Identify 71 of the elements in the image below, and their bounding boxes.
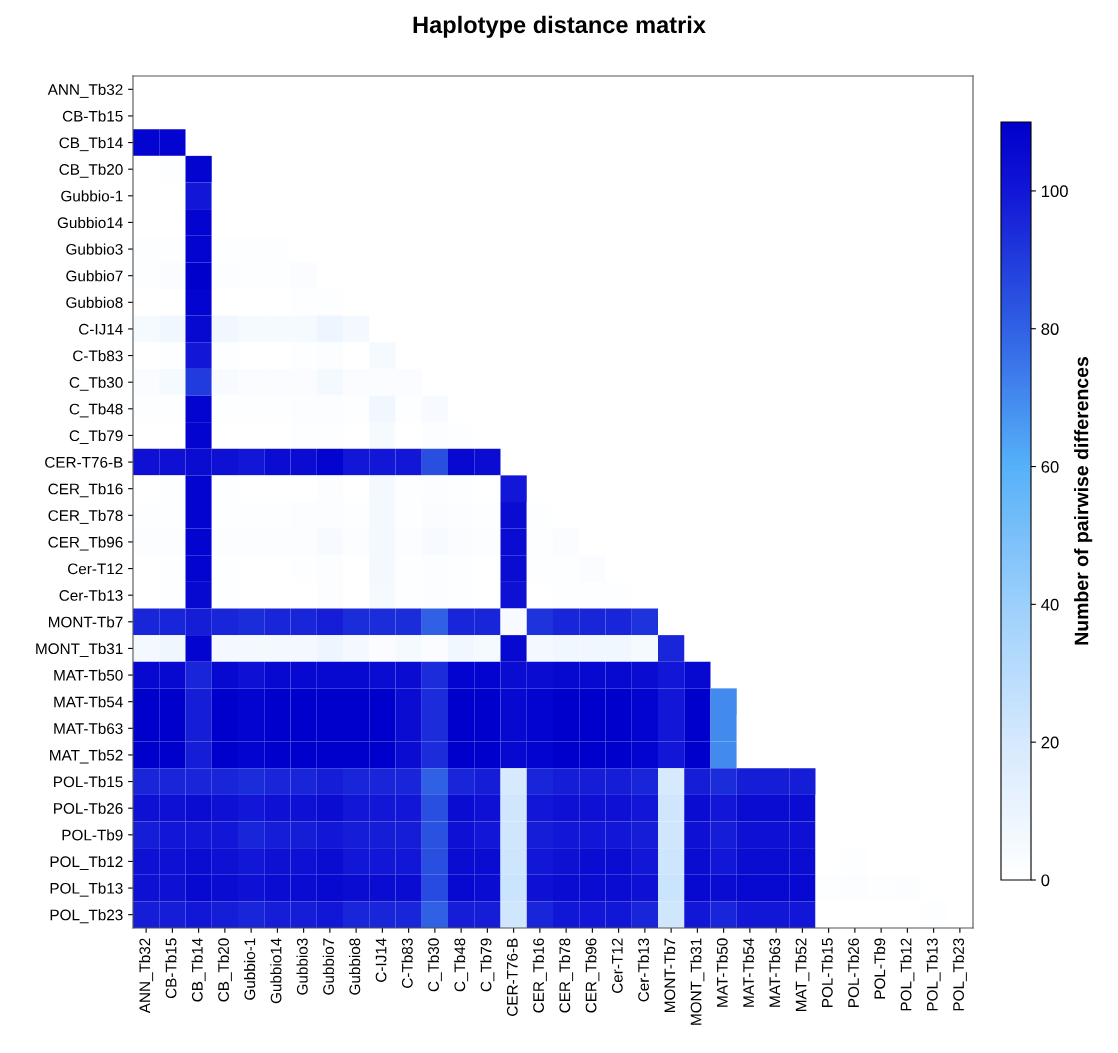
x-tick-label: POL-Tb15	[821, 938, 833, 1007]
color-bar-title: Number of pairwise differences	[1074, 356, 1093, 645]
x-tick-label: Gubbio8	[349, 938, 361, 995]
x-tick-label: MONT_Tb31	[690, 938, 705, 1025]
x-tick-label: CER_Tb96	[585, 938, 600, 1013]
x-tick-label: POL_Tb13	[926, 938, 941, 1011]
y-tick-label: C_Tb79	[69, 429, 123, 445]
x-tick-label: Gubbio7	[322, 938, 334, 995]
y-tick-label: Gubbio3	[66, 243, 123, 255]
color-bar-label: 60	[1041, 460, 1059, 473]
color-bar-label: 20	[1041, 736, 1059, 749]
y-tick-label: Gubbio-1	[61, 190, 123, 202]
x-tick-label: POL_Tb23	[952, 938, 967, 1011]
y-tick-label: MAT_Tb52	[50, 749, 123, 764]
y-tick-label: Cer-T12	[68, 563, 123, 575]
y-tick-label: CER_Tb16	[48, 483, 123, 498]
y-tick-label: ANN_Tb32	[47, 83, 123, 98]
x-tick-label: MAT_Tb52	[795, 938, 810, 1011]
x-tick-label: Gubbio3	[296, 938, 308, 995]
color-bar-label: 0	[1041, 874, 1050, 887]
x-tick-label: POL-Tb26	[847, 938, 859, 1007]
color-bar-label: 40	[1041, 598, 1059, 611]
y-tick-label: POL-Tb9	[62, 829, 123, 841]
y-tick-label: MONT-Tb7	[48, 616, 123, 628]
y-tick-label: POL_Tb23	[50, 909, 123, 924]
x-tick-label: C_Tb48	[454, 938, 469, 992]
x-tick-label: Cer-Tb13	[637, 938, 649, 1002]
y-tick-label: CB_Tb14	[59, 137, 123, 152]
x-tick-label: MAT-Tb63	[769, 938, 781, 1007]
x-tick-label: MAT-Tb54	[742, 938, 754, 1007]
y-tick-label: Gubbio7	[66, 270, 123, 282]
x-tick-label: CB_Tb20	[217, 938, 232, 1002]
chart-title: Haplotype distance matrix	[413, 15, 706, 38]
y-tick-label: POL-Tb15	[54, 776, 123, 788]
x-tick-label: C_Tb30	[427, 938, 442, 992]
y-tick-label: CB-Tb15	[62, 110, 123, 122]
y-tick-label: MAT-Tb63	[54, 722, 123, 734]
x-tick-label: MONT-Tb7	[664, 938, 676, 1013]
y-tick-label: Gubbio14	[57, 216, 123, 229]
x-tick-label: Gubbio-1	[244, 938, 256, 1000]
x-tick-label: CER_Tb78	[559, 938, 574, 1013]
y-tick-label: CB_Tb20	[59, 163, 123, 178]
x-tick-label: CB-Tb15	[165, 938, 177, 999]
x-tick-label: C-IJ14	[375, 938, 387, 982]
x-tick-label: CER_Tb16	[532, 938, 547, 1013]
y-tick-label: POL_Tb13	[50, 882, 123, 897]
y-tick-label: C-IJ14	[79, 323, 123, 335]
y-tick-label: CER-T76-B	[45, 456, 123, 468]
x-tick-label: Cer-T12	[611, 938, 623, 993]
color-bar-label: 80	[1041, 323, 1059, 335]
x-tick-label: CER-T76-B	[506, 938, 518, 1016]
x-tick-label: POL_Tb12	[900, 938, 915, 1011]
y-tick-label: Gubbio8	[66, 296, 123, 308]
x-tick-label: MAT-Tb50	[716, 938, 728, 1007]
x-tick-label: POL-Tb9	[874, 938, 886, 999]
color-bar-label: 100	[1041, 185, 1068, 198]
x-tick-label: C_Tb79	[480, 938, 495, 992]
y-tick-label: C_Tb30	[69, 376, 123, 391]
y-tick-label: MAT-Tb54	[54, 696, 123, 708]
y-tick-label: MAT-Tb50	[54, 669, 123, 681]
x-tick-label: CB_Tb14	[191, 938, 206, 1002]
y-tick-label: POL-Tb26	[54, 802, 123, 814]
y-tick-label: CER_Tb96	[48, 536, 123, 551]
y-tick-label: CER_Tb78	[48, 509, 123, 524]
y-tick-label: C-Tb83	[73, 350, 123, 362]
y-tick-label: C_Tb48	[69, 403, 123, 418]
x-tick-label: Gubbio14	[270, 938, 282, 1004]
y-tick-label: MONT_Tb31	[36, 642, 123, 658]
x-tick-label: C-Tb83	[401, 938, 413, 988]
y-tick-label: POL_Tb12	[50, 855, 123, 871]
y-tick-label: Cer-Tb13	[59, 589, 123, 601]
